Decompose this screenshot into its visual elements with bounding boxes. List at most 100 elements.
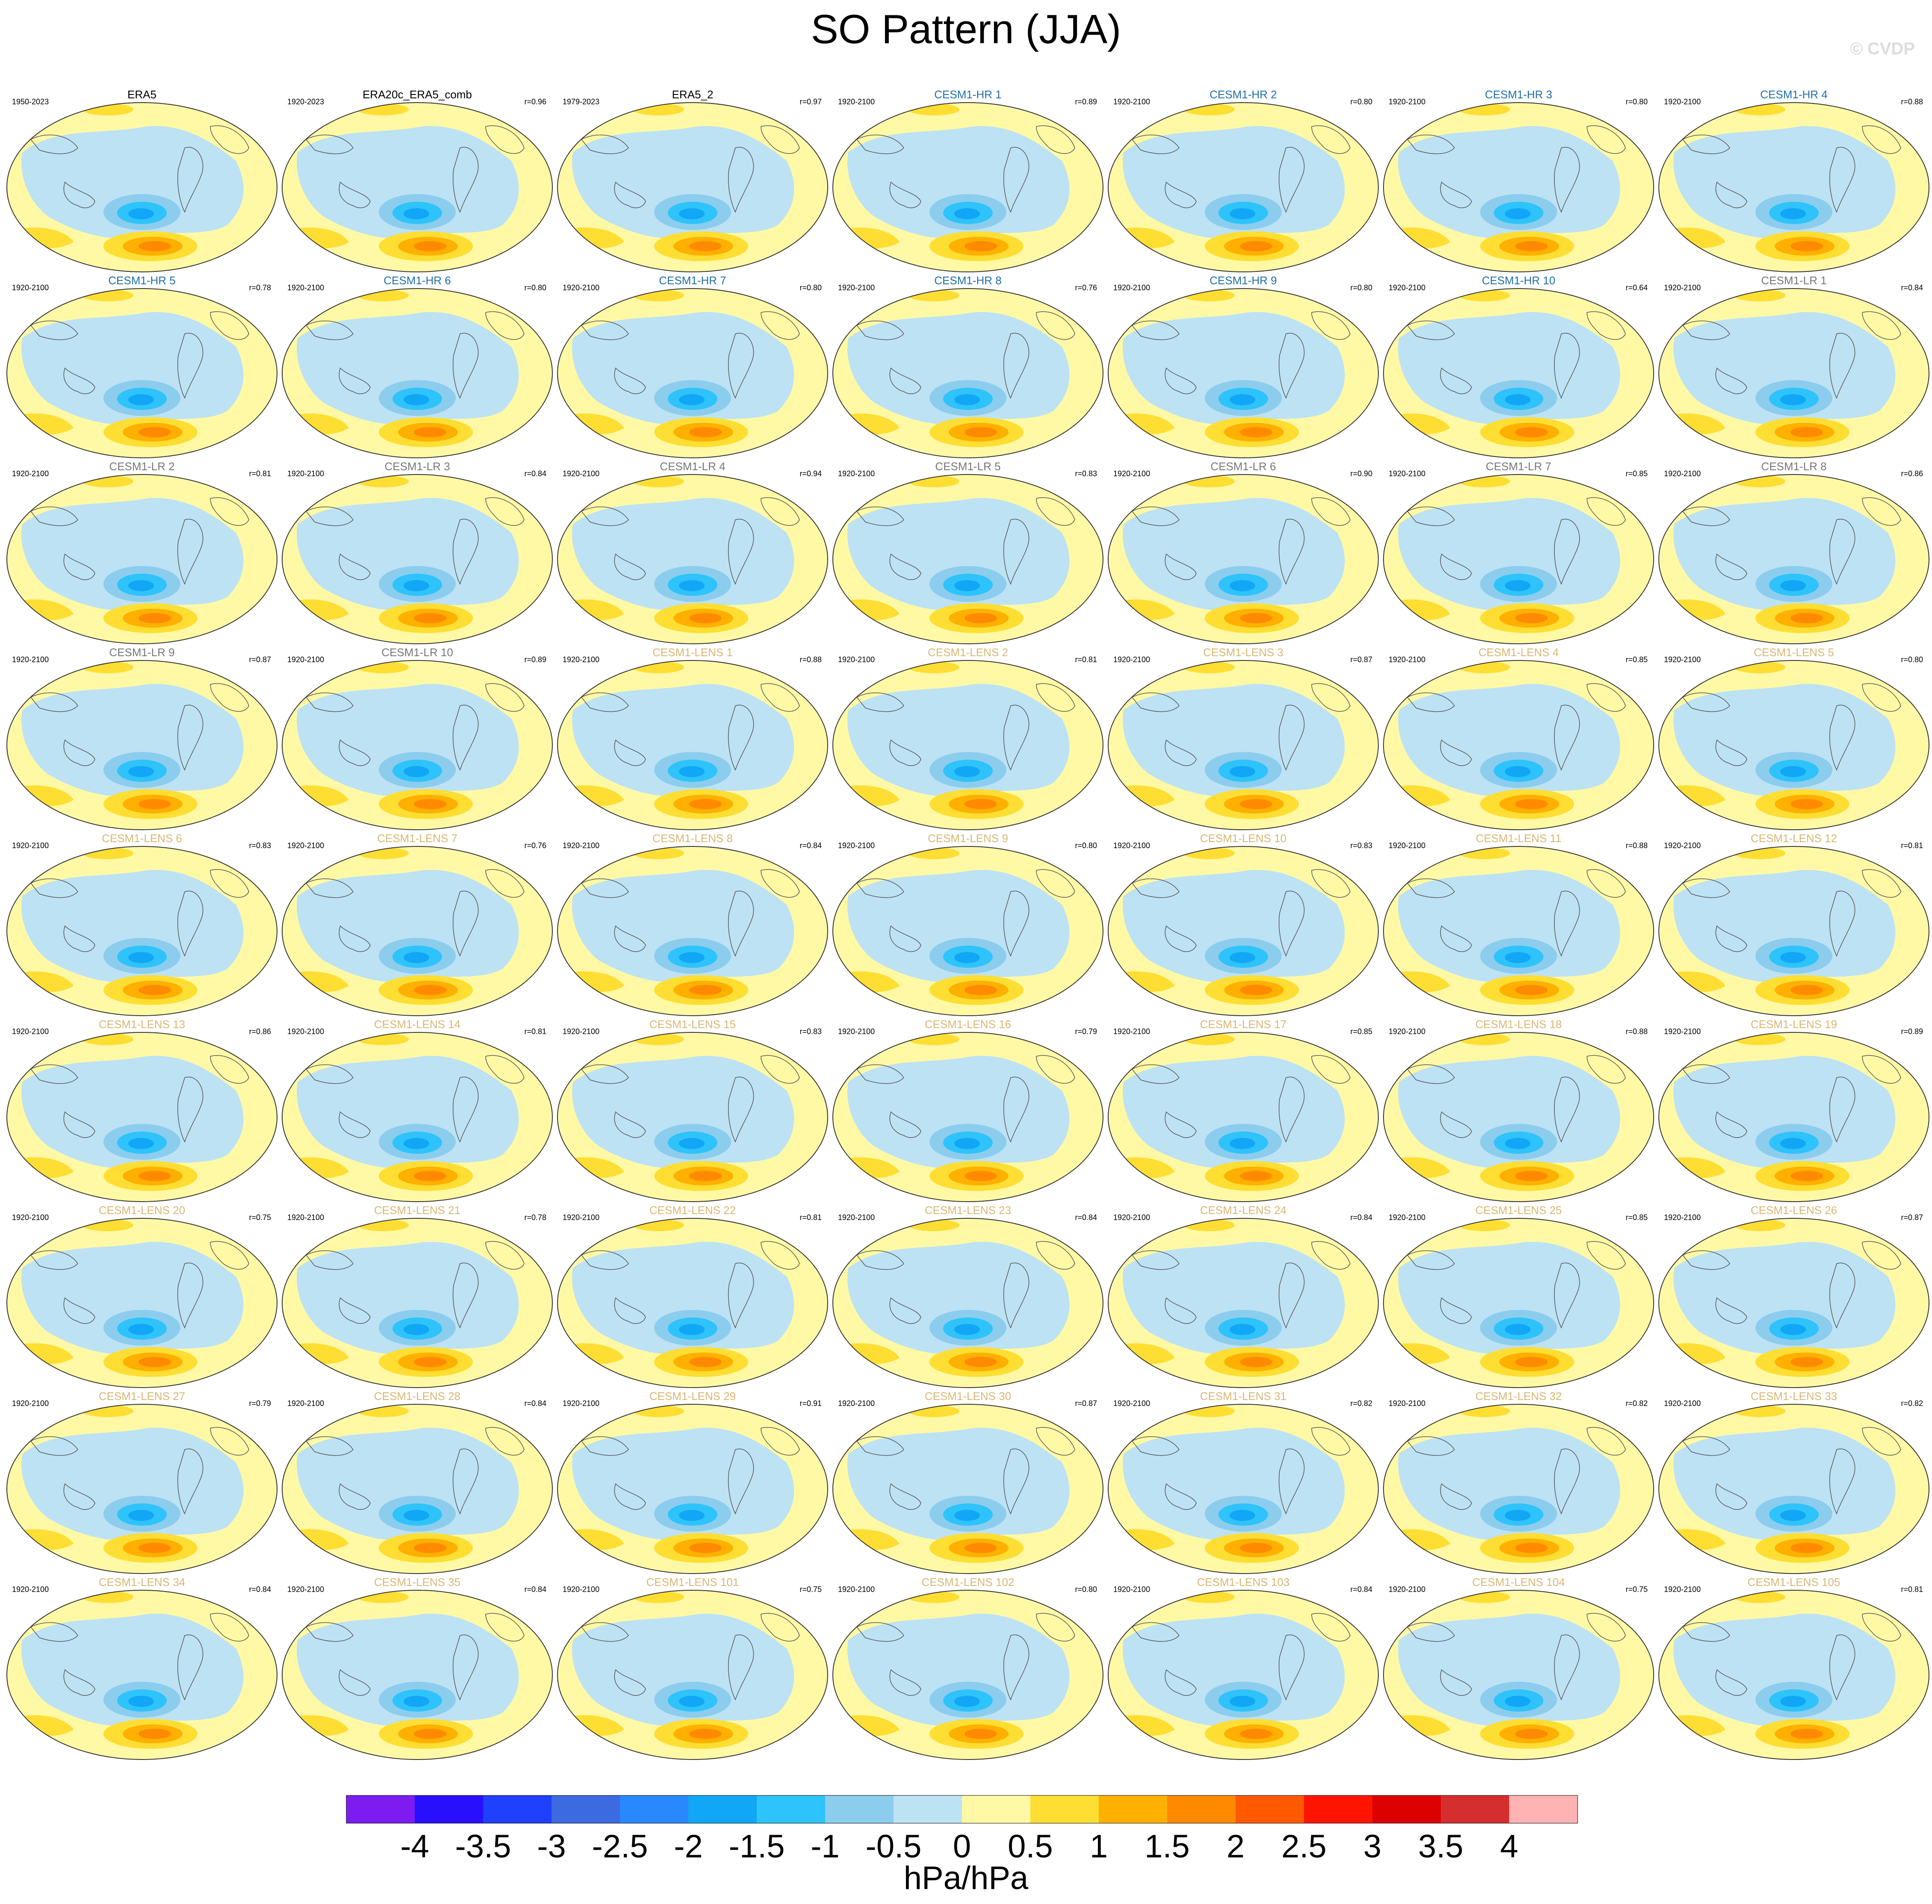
panel-years: 1920-2100 [1664,283,1701,292]
coastline [1278,147,1305,213]
coastline [305,878,354,898]
panel-title: CESM1-HR 2 [1209,88,1277,101]
coastline [728,890,754,957]
map-border [1383,1218,1654,1388]
contour-region [954,1510,980,1521]
coastline [1862,1241,1901,1270]
coastline [1165,739,1197,766]
map-panel: CESM1-LENS 35 1920-2100 r=0.84 [280,1576,554,1761]
panel-years: 1920-2100 [563,841,600,850]
robinson-map [557,1218,828,1388]
contour-region [572,126,794,239]
contour-region [1230,394,1255,405]
map-panel: ERA5_2 1979-2023 r=0.97 [556,88,829,274]
panel-years: 1920-2100 [1389,655,1426,664]
robinson-map [1108,288,1379,458]
coastline [614,1297,646,1324]
map-panel: CESM1-LR 7 1920-2100 r=0.85 [1382,460,1655,645]
panel-correlation: r=0.84 [1350,1213,1372,1222]
map-border [282,102,553,272]
panel-correlation: r=0.84 [799,841,822,850]
contour-region [965,1543,997,1553]
panel-title: CESM1-LENS 27 [98,1390,186,1403]
contour-region [128,1138,154,1149]
contour-region [414,1729,446,1739]
contour-region [139,241,171,251]
contour-region [128,394,154,405]
coastline [339,1483,371,1510]
panel-title: CESM1-LENS 30 [924,1390,1012,1403]
robinson-map [1383,474,1654,644]
robinson-map [1658,474,1929,644]
map-panel: CESM1-LR 10 1920-2100 r=0.89 [280,646,554,831]
coastline [339,181,371,208]
contour-region [1398,869,1620,982]
coastline [614,1111,646,1138]
panel-years: 1920-2100 [1664,97,1701,106]
coastline [177,890,204,957]
panel-title: CESM1-LENS 14 [374,1018,461,1031]
map-border [557,660,828,830]
robinson-map [282,288,553,458]
contour-region [1230,1696,1255,1707]
panel-correlation: r=0.64 [1625,283,1648,292]
contour-region [297,312,519,424]
coastline [1003,1634,1029,1701]
panel-correlation: r=0.81 [524,1027,546,1036]
coastline [581,878,629,898]
contour-region [1398,1427,1620,1540]
robinson-map [6,846,277,1016]
contour-region [954,1138,980,1149]
coastline [1131,134,1180,154]
map-panel: CESM1-LENS 10 1920-2100 r=0.83 [1106,832,1380,1017]
coastline [485,1241,525,1270]
panel-title: ERA5 [127,88,156,101]
map-panel: CESM1-LENS 25 1920-2100 r=0.85 [1382,1204,1655,1389]
contour-region [689,1729,722,1739]
coastline [889,553,921,580]
map-border [832,1032,1103,1202]
contour-region [128,1696,154,1707]
panel-years: 1920-2100 [838,97,875,106]
map-panel: CESM1-LENS 9 1920-2100 r=0.80 [831,832,1105,1017]
contour-region [1515,241,1548,251]
colorbar-swatch [1304,1795,1372,1823]
panel-years: 1920-2100 [287,1399,324,1408]
coastline [1682,506,1730,526]
contour-region [679,1510,705,1521]
contour-region [1240,985,1272,995]
coastline [339,1297,371,1324]
contour-region [572,869,794,982]
map-panel: CESM1-LR 6 1920-2100 r=0.90 [1106,460,1380,645]
map-border [1108,1590,1379,1760]
contour-region [1515,985,1548,995]
panel-title: CESM1-LENS 18 [1475,1018,1562,1031]
coastline [1003,519,1029,585]
panel-correlation: r=0.88 [1625,1027,1648,1036]
coastline [305,1064,354,1084]
coastline [1682,1622,1730,1642]
map-border [557,1032,828,1202]
panel-correlation: r=0.81 [1901,1585,1923,1594]
map-panel: CESM1-LENS 101 1920-2100 r=0.75 [556,1576,829,1761]
coastline [210,1613,249,1642]
contour-region [414,613,446,623]
coastline [1554,333,1580,399]
coastline [210,869,249,898]
map-panel: CESM1-LENS 20 1920-2100 r=0.75 [5,1204,279,1389]
coastline [581,1064,629,1084]
panel-years: 1920-2100 [1389,1585,1426,1594]
map-panel: CESM1-HR 3 1920-2100 r=0.80 [1382,88,1655,274]
contour-region [128,1324,154,1335]
panel-years: 1920-2100 [1664,1213,1701,1222]
panel-correlation: r=0.81 [249,469,271,478]
panel-correlation: r=0.84 [1075,1213,1097,1222]
contour-region [1673,869,1896,982]
contour-region [679,1138,705,1149]
map-panel: CESM1-LR 2 1920-2100 r=0.81 [5,460,279,645]
contour-region [1240,1543,1272,1553]
coastline [856,692,904,712]
panel-title: CESM1-LENS 26 [1750,1204,1838,1217]
contour-region [689,241,722,251]
panel-title: CESM1-LENS 23 [924,1204,1012,1217]
